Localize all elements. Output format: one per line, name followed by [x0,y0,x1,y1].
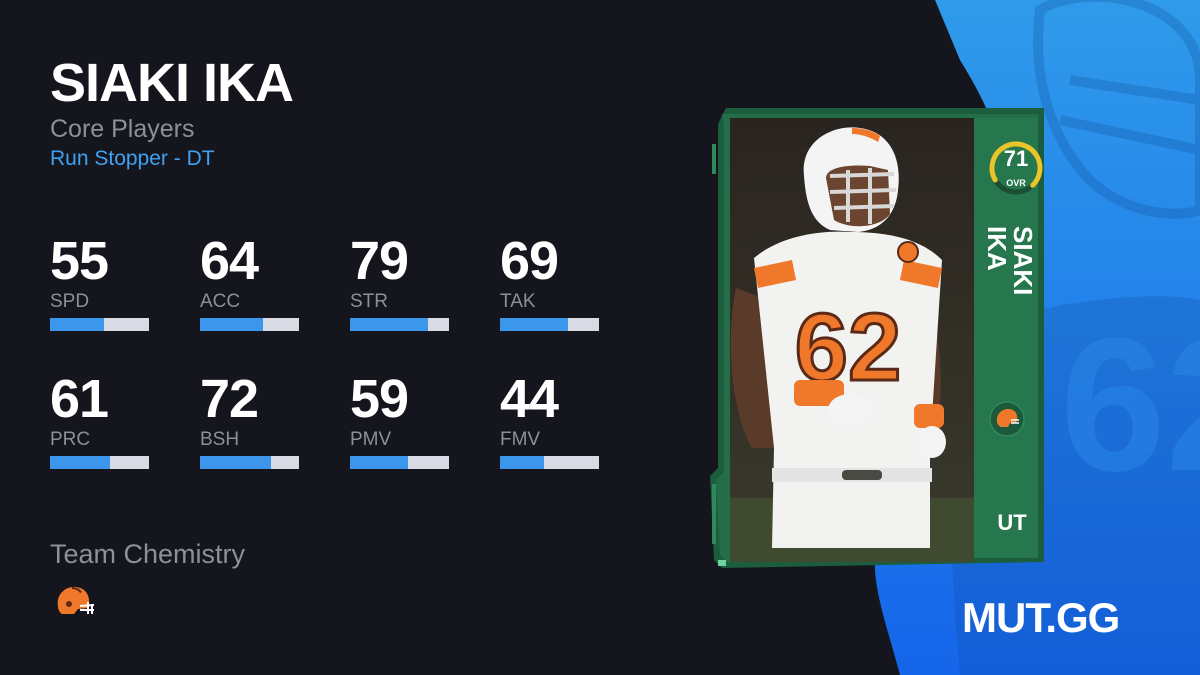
stat-bar [50,456,149,469]
browns-helmet-icon[interactable] [52,584,96,618]
stat-bar-fill [500,456,544,469]
stat-bar [350,456,449,469]
stat-item: 79 STR [350,232,500,370]
stat-item: 59 PMV [350,370,500,508]
stat-bar-fill [200,318,264,331]
stat-item: 64 ACC [200,232,350,370]
player-name: SIAKI IKA [50,53,294,113]
stat-item: 55 SPD [50,232,200,370]
stat-label: PRC [50,429,91,450]
stats-row: 55 SPD 64 ACC 79 STR 69 TAK [50,232,650,370]
player-photo: 62 [730,118,974,562]
stat-bar-fill [350,318,429,331]
team-logo-icon [989,401,1025,437]
stat-label: ACC [200,291,241,312]
stat-label: STR [350,291,388,312]
archetype-label: Run Stopper - DT [50,147,215,170]
stat-bar [500,456,599,469]
player-info: SIAKI IKA Core Players Run Stopper - DT … [50,0,670,675]
stat-value: 55 [50,231,109,291]
card-position: UT [997,510,1027,535]
stats-row: 61 PRC 72 BSH 59 PMV 44 FMV [50,370,650,508]
stat-bar-fill [50,456,111,469]
team-chemistry-title: Team Chemistry [50,539,246,569]
stat-label: TAK [500,291,536,312]
stat-label: FMV [500,429,541,450]
svg-text:62: 62 [1060,299,1200,511]
stat-bar [350,318,449,331]
stats-grid: 55 SPD 64 ACC 79 STR 69 TAK 61 [50,232,650,508]
stat-item: 69 TAK [500,232,650,370]
card-last-name: IKA [982,226,1012,271]
stat-value: 79 [350,231,409,291]
stat-value: 72 [200,369,259,429]
stat-value: 61 [50,369,109,429]
stat-bar-fill [50,318,105,331]
stat-label: PMV [350,429,392,450]
program-name: Core Players [50,115,195,143]
ovr-ring [989,141,1043,195]
stat-bar-fill [350,456,409,469]
stat-item: 44 FMV [500,370,650,508]
stat-bar [50,318,149,331]
stat-bar [500,318,599,331]
stat-item: 61 PRC [50,370,200,508]
stat-value: 64 [200,231,259,291]
stat-bar [200,456,299,469]
ovr-label: OVR [1006,178,1026,188]
stat-bar-fill [200,456,272,469]
stat-bar [200,318,299,331]
stat-value: 44 [500,369,559,429]
stat-value: 69 [500,231,559,291]
stat-item: 72 BSH [200,370,350,508]
card-first-name: SIAKI [1008,226,1038,296]
stat-label: SPD [50,291,90,312]
stat-bar-fill [500,318,569,331]
ovr-value: 71 [1003,146,1029,171]
stat-value: 59 [350,369,409,429]
stat-label: BSH [200,429,240,450]
card-player-name: SIAKI IKA [982,226,1042,356]
brand-logo[interactable]: MUT.GG [962,594,1120,641]
